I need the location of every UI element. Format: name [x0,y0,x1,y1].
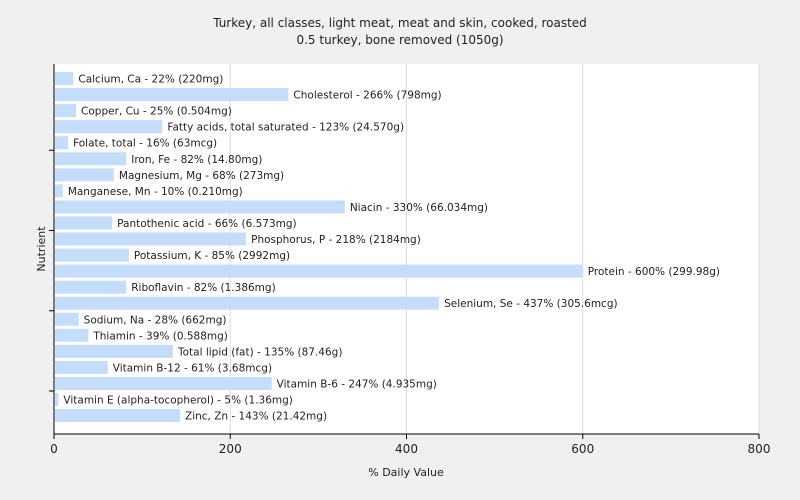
bar-label: Vitamin B-6 - 247% (4.935mg) [277,378,437,390]
x-tick-label: 600 [571,442,594,456]
bar-label: Protein - 600% (299.98g) [588,266,720,278]
bar [55,232,247,246]
bar [55,312,79,326]
bar-label: Pantothenic acid - 66% (6.573mg) [117,218,296,230]
bar-label: Cholesterol - 266% (798mg) [293,90,441,102]
bar [55,393,59,406]
axes-group: 0 200 400 600 800 [49,64,770,456]
bar [55,120,163,134]
bar-label: Fatty acids, total saturated - 123% (24.… [167,122,404,134]
bar [55,136,69,150]
bar-label: Riboflavin - 82% (1.386mg) [131,282,275,294]
bar-label: Vitamin E (alpha-tocopherol) - 5% (1.36m… [63,395,293,407]
x-tick-label: 200 [219,442,242,456]
bar [55,280,127,294]
bar-label: Niacin - 330% (66.034mg) [350,202,488,214]
bars-group: Calcium, Ca - 22% (220mg) Cholesterol - 2… [55,72,720,423]
bar-label: Calcium, Ca - 22% (220mg) [78,74,223,86]
bar [55,360,108,374]
bar [55,104,77,118]
bar [55,72,74,85]
y-axis-title: Nutrient [35,226,48,272]
bar [55,152,127,166]
bar-label: Manganese, Mn - 10% (0.210mg) [68,186,243,198]
x-tick-label: 0 [50,442,58,456]
bar-label: Thiamin - 39% (0.588mg) [92,330,228,342]
bar [55,328,89,342]
bar-label: Copper, Cu - 25% (0.504mg) [81,106,232,118]
bar [55,184,63,198]
x-tick-label: 400 [395,442,418,456]
bar-label: Zinc, Zn - 143% (21.42mg) [185,411,327,423]
bar [55,376,272,390]
chart-subtitle: 0.5 turkey, bone removed (1050g) [296,33,503,47]
bar-label: Total lipid (fat) - 135% (87.46g) [177,346,342,358]
bar [55,264,583,278]
bar [55,200,345,214]
bar [55,88,289,102]
chart-title: Turkey, all classes, light meat, meat an… [212,16,587,30]
bar [55,409,181,423]
x-axis-title: % Daily Value [368,466,444,479]
bar-label: Phosphorus, P - 218% (2184mg) [251,234,421,246]
x-tick-label: 800 [748,442,771,456]
grid-lines [229,64,760,434]
bar [55,296,440,310]
bar-label: Magnesium, Mg - 68% (273mg) [119,170,284,182]
bar-label: Selenium, Se - 437% (305.6mcg) [444,298,618,310]
bar [55,248,129,262]
bar-label: Vitamin B-12 - 61% (3.68mcg) [113,362,272,374]
bar [55,344,173,358]
bar [55,216,113,230]
bar [55,168,114,182]
bar-label: Sodium, Na - 28% (662mg) [84,314,227,326]
bar-label: Folate, total - 16% (63mcg) [73,138,217,150]
bar-label: Potassium, K - 85% (2992mg) [134,250,290,262]
bar-label: Iron, Fe - 82% (14.80mg) [131,154,262,166]
